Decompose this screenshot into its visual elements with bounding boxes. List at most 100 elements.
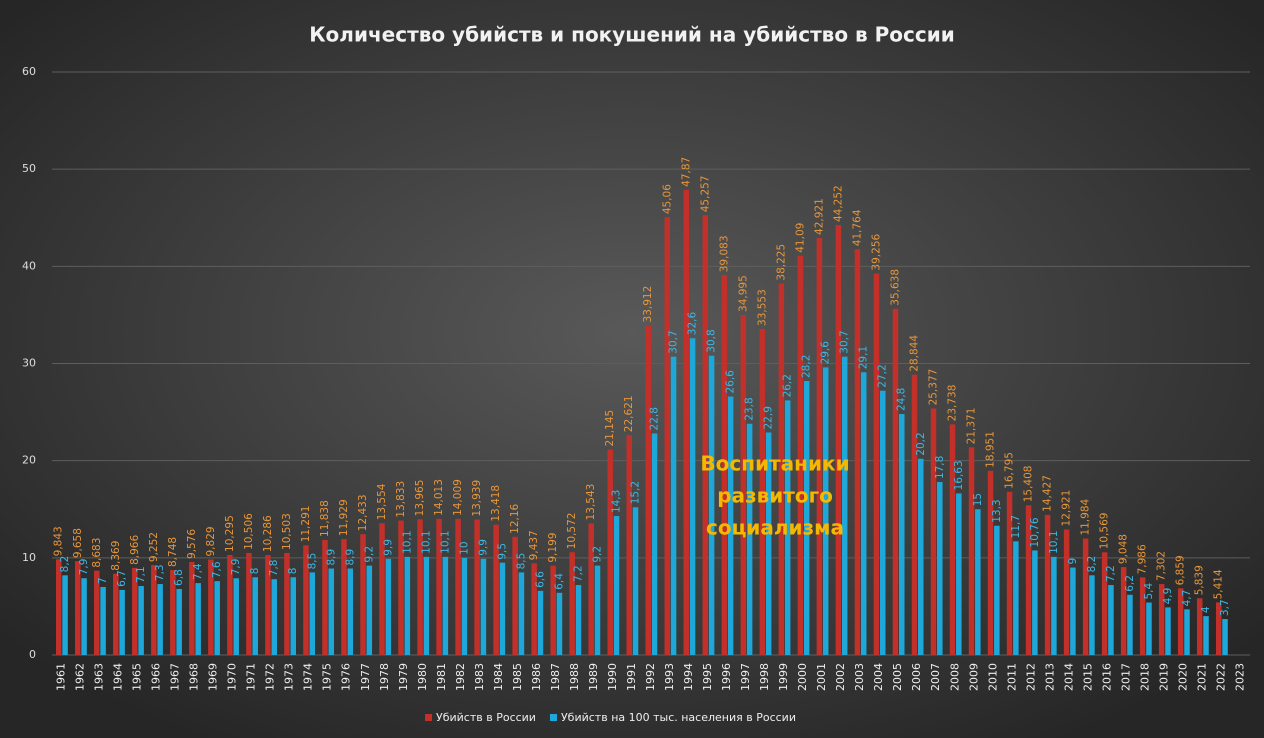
x-tick-label: 1987 [549, 663, 562, 691]
bar [994, 525, 1000, 655]
data-label: 29,6 [820, 341, 832, 365]
x-tick-label: 1983 [473, 663, 486, 691]
bar [1006, 491, 1013, 655]
x-tick-label: 2010 [986, 663, 999, 691]
data-label: 13,939 [471, 480, 483, 517]
annotation: Воспитаники [700, 452, 849, 476]
bar [930, 408, 937, 655]
x-tick-label: 1992 [644, 663, 657, 691]
chart-title: Количество убийств и покушений на убийст… [309, 23, 955, 47]
data-label: 10,1 [439, 530, 451, 553]
bar [474, 519, 480, 655]
data-label: 8,369 [110, 541, 122, 571]
x-tick-label: 1995 [701, 663, 714, 691]
data-label: 6,2 [1124, 575, 1136, 592]
bar [575, 585, 582, 655]
bar [151, 565, 157, 655]
x-tick-label: 2016 [1100, 663, 1113, 691]
bar [512, 536, 518, 655]
data-label: 8,2 [59, 556, 71, 573]
bar [157, 584, 163, 655]
bar [822, 367, 829, 655]
legend-label: Убийств на 100 тыс. населения в России [561, 711, 796, 724]
bar [366, 565, 373, 655]
x-tick-label: 1963 [93, 663, 106, 691]
data-label: 9,9 [477, 539, 489, 556]
bar [442, 556, 449, 655]
data-label: 20,2 [915, 432, 927, 455]
data-label: 39,083 [718, 235, 730, 272]
bar [1127, 594, 1133, 655]
bar [1120, 567, 1127, 655]
data-label: 34,995 [737, 275, 749, 312]
x-tick-label: 1982 [454, 663, 467, 691]
bar [937, 482, 943, 655]
x-tick-label: 2015 [1081, 663, 1094, 691]
data-label: 28,844 [908, 335, 920, 372]
data-label: 21,371 [966, 408, 978, 445]
data-label: 26,6 [725, 370, 737, 394]
data-label: 9,2 [363, 546, 375, 563]
data-label: 8,748 [167, 537, 179, 567]
bar [683, 189, 690, 655]
bar [290, 577, 296, 655]
data-label: 41,09 [794, 223, 806, 253]
annotation: социализма [706, 516, 844, 540]
bar [1215, 602, 1222, 655]
bar [918, 458, 924, 655]
bar [727, 396, 734, 655]
x-tick-label: 2021 [1195, 663, 1208, 691]
bar [436, 518, 442, 655]
x-tick-label: 1967 [169, 663, 182, 691]
data-label: 11,929 [338, 499, 350, 536]
data-label: 24,8 [896, 388, 908, 411]
data-label: 28,2 [801, 355, 813, 378]
data-label: 6,8 [173, 569, 185, 586]
data-label: 7,2 [572, 565, 584, 582]
bar [569, 552, 575, 655]
bar [227, 554, 233, 655]
bar [303, 545, 309, 655]
data-label: 6,7 [116, 570, 128, 587]
x-tick-label: 2002 [834, 663, 847, 691]
x-tick-label: 1962 [74, 663, 87, 691]
bar [594, 565, 601, 655]
data-label: 6,4 [553, 573, 565, 590]
bar [975, 509, 981, 655]
data-label: 3,7 [1219, 599, 1231, 616]
x-tick-label: 2005 [891, 663, 904, 691]
x-tick-label: 2019 [1157, 663, 1170, 691]
data-label: 5,839 [1194, 565, 1206, 595]
x-tick-label: 1964 [112, 663, 125, 691]
data-label: 7,8 [268, 560, 280, 577]
x-tick-label: 1977 [359, 663, 372, 691]
bar [759, 328, 766, 655]
data-label: 41,764 [851, 209, 863, 246]
bar [265, 555, 271, 655]
x-tick-label: 1991 [625, 663, 638, 691]
bar [835, 225, 842, 655]
bar [75, 561, 81, 655]
data-label: 18,951 [985, 431, 997, 468]
data-label: 13,554 [376, 483, 388, 520]
bar [1177, 588, 1184, 655]
x-tick-label: 1976 [340, 663, 353, 691]
data-label: 7 [97, 577, 109, 584]
data-label: 10 [458, 541, 470, 554]
x-tick-label: 1996 [720, 663, 733, 691]
data-label: 7,302 [1156, 551, 1168, 581]
data-label: 10,506 [243, 513, 255, 550]
data-label: 9 [1067, 558, 1079, 565]
data-label: 9,9 [382, 539, 394, 556]
data-label: 12,16 [509, 503, 521, 533]
data-label: 45,06 [661, 184, 673, 214]
data-label: 9,199 [547, 533, 559, 563]
x-tick-label: 1999 [777, 663, 790, 691]
x-tick-label: 2023 [1233, 663, 1246, 691]
data-label: 9,843 [53, 526, 65, 556]
bar [632, 507, 639, 655]
data-label: 39,256 [870, 234, 882, 271]
bar [461, 557, 468, 655]
data-label: 14,009 [452, 479, 464, 516]
bar [341, 539, 347, 655]
